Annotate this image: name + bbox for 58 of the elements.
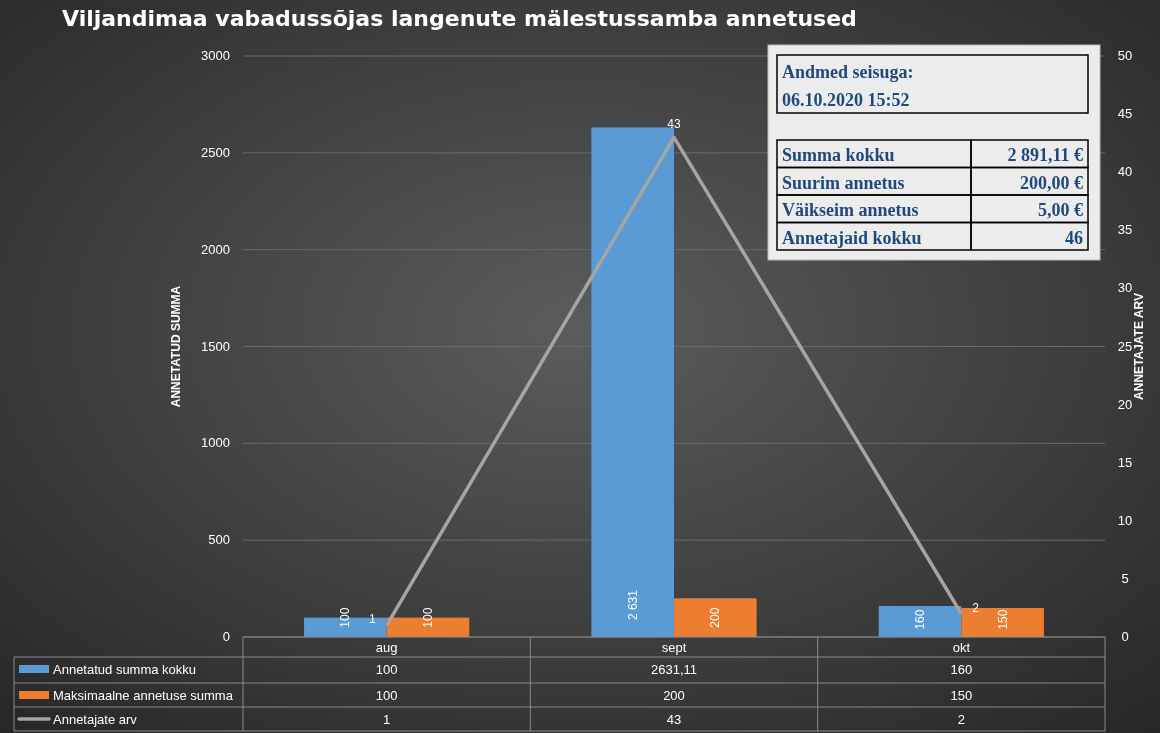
text: 43 bbox=[667, 117, 681, 132]
x-tick-label: okt bbox=[952, 640, 971, 655]
annotation: 2 631 bbox=[625, 589, 640, 621]
data-label: 160 bbox=[950, 662, 973, 677]
chart-title: Viljandimaa vabadussõjas langenute mälestussamba annetused bbox=[62, 6, 857, 31]
annotation: Andmed seisuga: bbox=[782, 62, 914, 82]
data-label: 100 bbox=[375, 662, 398, 677]
bar bbox=[878, 606, 962, 637]
y2-tick-label: 15 bbox=[1117, 454, 1133, 470]
y2-tick-label: 30 bbox=[1117, 280, 1133, 296]
annotation: 06.10.2020 15:52 bbox=[782, 90, 910, 110]
y2-tick-label: 45 bbox=[1117, 106, 1133, 122]
y-tick-label: 3000 bbox=[201, 48, 230, 63]
legend-label: Annetatud summa kokku bbox=[53, 662, 197, 677]
y-axis-title: ANNETATUD SUMMA bbox=[169, 285, 183, 408]
y2-tick-label: 5 bbox=[1121, 570, 1129, 586]
annotation: 200,00 € bbox=[1020, 172, 1083, 193]
annotation: Summa kokku bbox=[782, 145, 895, 165]
y2-tick-label: 20 bbox=[1117, 396, 1133, 412]
y-tick-label: 1000 bbox=[201, 435, 230, 451]
data-label: 43 bbox=[666, 712, 682, 727]
annotation: 100 bbox=[420, 607, 435, 628]
data-label: 1 bbox=[383, 712, 391, 727]
y2-tick-label: 25 bbox=[1117, 338, 1133, 354]
annotation: 200 bbox=[708, 607, 723, 628]
annotation: Väikseim annetus bbox=[782, 200, 919, 220]
y2-tick-label: 50 bbox=[1117, 48, 1133, 63]
x-tick-label: aug bbox=[375, 640, 398, 655]
x-tick-label: sept bbox=[661, 640, 687, 655]
y2-tick-label: 35 bbox=[1117, 222, 1133, 238]
y-tick-label: 0 bbox=[222, 629, 230, 644]
legend-label: Maksimaalne annetuse summa bbox=[53, 688, 234, 703]
data-label: 200 bbox=[663, 688, 685, 703]
y2-tick-label: 40 bbox=[1117, 164, 1133, 180]
legend-label: Annetajate arv bbox=[53, 712, 138, 727]
y-tick-label: 1500 bbox=[201, 338, 230, 354]
annotation: 160 bbox=[913, 609, 928, 630]
bar bbox=[674, 598, 757, 637]
y-tick-label: 500 bbox=[208, 532, 230, 548]
annotation: 5,00 € bbox=[1038, 200, 1083, 220]
y2-axis-title: ANNETAJATE ARV bbox=[1132, 293, 1146, 400]
annotation: 46 bbox=[1065, 227, 1083, 248]
annotation: 100 bbox=[338, 607, 353, 628]
data-label: 150 bbox=[950, 688, 973, 703]
y-tick-label: 2500 bbox=[201, 144, 230, 160]
annotation: Annetajaid kokku bbox=[782, 227, 922, 248]
text: 2 bbox=[972, 600, 980, 615]
text: 1 bbox=[368, 612, 376, 627]
data-label: 2631,11 bbox=[650, 662, 698, 677]
annotation: 2 891,11 € bbox=[1007, 145, 1083, 165]
y2-tick-label: 10 bbox=[1117, 512, 1133, 528]
y2-tick-label: 0 bbox=[1121, 629, 1129, 644]
y-tick-label: 2000 bbox=[201, 241, 230, 257]
annotation: Suurim annetus bbox=[782, 172, 905, 193]
annotation: 150 bbox=[995, 609, 1010, 630]
bar bbox=[591, 127, 674, 637]
data-label: 100 bbox=[375, 688, 398, 703]
data-label: 2 bbox=[957, 712, 965, 727]
